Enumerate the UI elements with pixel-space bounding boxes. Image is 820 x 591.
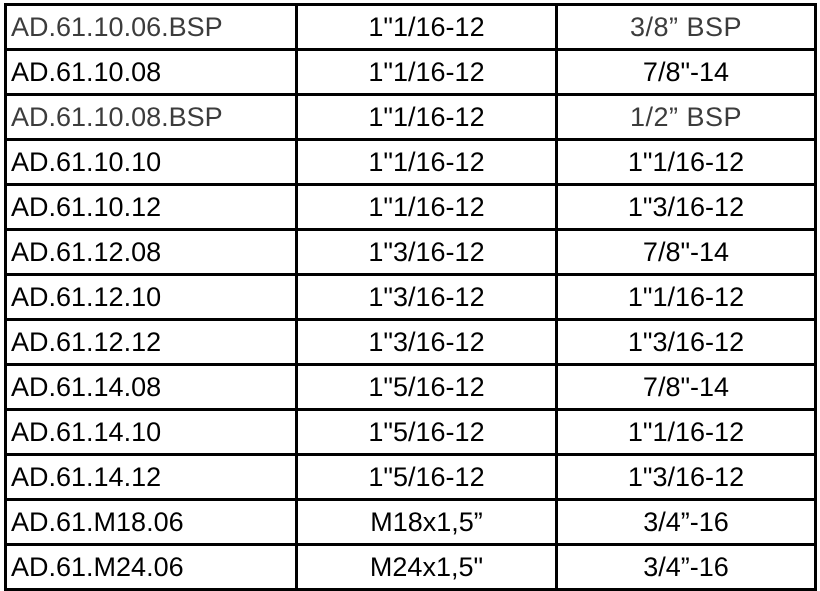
table-row: AD.61.12.10 1"3/16-12 1"1/16-12 (4, 273, 817, 321)
table-row: AD.61.10.12 1"1/16-12 1"3/16-12 (4, 183, 817, 231)
thread-size-cell: 1"5/16-12 (295, 363, 558, 411)
port-size-cell: 3/4”-16 (555, 543, 817, 591)
thread-size-cell: 1"3/16-12 (295, 273, 558, 321)
table-row: AD.61.12.08 1"3/16-12 7/8"-14 (4, 228, 817, 276)
part-code-cell: AD.61.14.08 (4, 363, 298, 411)
port-size-cell: 1"1/16-12 (555, 408, 817, 456)
thread-size-cell: 1"1/16-12 (295, 138, 558, 186)
table-row: AD.61.14.12 1"5/16-12 1"3/16-12 (4, 453, 817, 501)
table-row: AD.61.10.10 1"1/16-12 1"1/16-12 (4, 138, 817, 186)
port-size-cell: 3/8” BSP (555, 3, 817, 51)
port-size-cell: 1"3/16-12 (555, 183, 817, 231)
thread-size-cell: 1"3/16-12 (295, 318, 558, 366)
thread-size-cell: M18x1,5” (295, 498, 558, 546)
port-size-cell: 1/2” BSP (555, 93, 817, 141)
thread-size-cell: 1"3/16-12 (295, 228, 558, 276)
port-size-cell: 7/8"-14 (555, 48, 817, 96)
port-size-cell: 1"1/16-12 (555, 273, 817, 321)
thread-size-cell: 1"1/16-12 (295, 3, 558, 51)
table-body: AD.61.10.06.BSP 1"1/16-12 3/8” BSP AD.61… (4, 3, 817, 591)
part-code-cell: AD.61.12.12 (4, 318, 298, 366)
thread-size-cell: 1"5/16-12 (295, 453, 558, 501)
table-row: AD.61.M18.06 M18x1,5” 3/4”-16 (4, 498, 817, 546)
port-size-cell: 7/8"-14 (555, 228, 817, 276)
part-code-cell: AD.61.10.06.BSP (4, 3, 298, 51)
table-row: AD.61.10.08 1"1/16-12 7/8"-14 (4, 48, 817, 96)
part-code-cell: AD.61.10.10 (4, 138, 298, 186)
table-row: AD.61.M24.06 M24x1,5" 3/4”-16 (4, 543, 817, 591)
port-size-cell: 1"3/16-12 (555, 318, 817, 366)
part-code-cell: AD.61.M18.06 (4, 498, 298, 546)
part-code-cell: AD.61.10.12 (4, 183, 298, 231)
part-code-cell: AD.61.10.08.BSP (4, 93, 298, 141)
table-row: AD.61.14.08 1"5/16-12 7/8"-14 (4, 363, 817, 411)
port-size-cell: 1"3/16-12 (555, 453, 817, 501)
thread-size-cell: 1"1/16-12 (295, 183, 558, 231)
part-code-cell: AD.61.12.10 (4, 273, 298, 321)
fitting-spec-table: AD.61.10.06.BSP 1"1/16-12 3/8” BSP AD.61… (4, 3, 817, 591)
part-code-cell: AD.61.12.08 (4, 228, 298, 276)
port-size-cell: 1"1/16-12 (555, 138, 817, 186)
table-row: AD.61.12.12 1"3/16-12 1"3/16-12 (4, 318, 817, 366)
port-size-cell: 7/8"-14 (555, 363, 817, 411)
port-size-cell: 3/4”-16 (555, 498, 817, 546)
thread-size-cell: 1"1/16-12 (295, 93, 558, 141)
part-code-cell: AD.61.M24.06 (4, 543, 298, 591)
thread-size-cell: 1"5/16-12 (295, 408, 558, 456)
table-row: AD.61.14.10 1"5/16-12 1"1/16-12 (4, 408, 817, 456)
table-row: AD.61.10.06.BSP 1"1/16-12 3/8” BSP (4, 3, 817, 51)
table-row: AD.61.10.08.BSP 1"1/16-12 1/2” BSP (4, 93, 817, 141)
spec-sheet: AD.61.10.06.BSP 1"1/16-12 3/8” BSP AD.61… (4, 3, 817, 591)
thread-size-cell: M24x1,5" (295, 543, 558, 591)
thread-size-cell: 1"1/16-12 (295, 48, 558, 96)
part-code-cell: AD.61.14.10 (4, 408, 298, 456)
part-code-cell: AD.61.14.12 (4, 453, 298, 501)
part-code-cell: AD.61.10.08 (4, 48, 298, 96)
